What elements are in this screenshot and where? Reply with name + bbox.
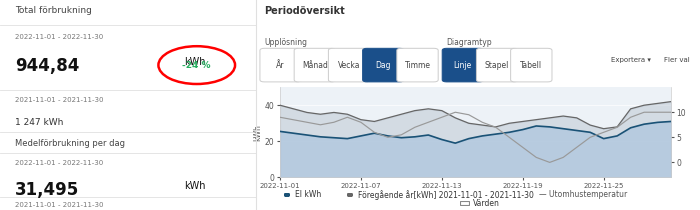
Text: Vecka: Vecka: [338, 61, 360, 70]
Text: Månad: Månad: [302, 61, 328, 70]
Text: El kWh: El kWh: [295, 190, 321, 199]
FancyBboxPatch shape: [510, 48, 552, 82]
Text: År: År: [276, 61, 285, 70]
Text: 2021-11-01 - 2021-11-30: 2021-11-01 - 2021-11-30: [15, 202, 104, 208]
Text: kWh: kWh: [184, 181, 206, 191]
Text: Total förbrukning: Total förbrukning: [15, 6, 92, 15]
Text: 944,84: 944,84: [15, 57, 80, 75]
Text: Upplösning: Upplösning: [265, 38, 307, 47]
Text: kWh: kWh: [184, 57, 206, 67]
FancyBboxPatch shape: [294, 48, 335, 82]
Text: Exportera ▾: Exportera ▾: [611, 57, 651, 63]
Text: — Utomhustemperatur: — Utomhustemperatur: [539, 190, 627, 199]
Circle shape: [284, 193, 289, 197]
Text: 2022-11-01 - 2022-11-30: 2022-11-01 - 2022-11-30: [15, 34, 104, 40]
Circle shape: [347, 193, 352, 197]
Text: Diagramtyp: Diagramtyp: [447, 38, 492, 47]
Text: Periodöversikt: Periodöversikt: [265, 6, 345, 16]
Text: 2022-11-01 - 2022-11-30: 2022-11-01 - 2022-11-30: [15, 160, 104, 166]
Text: Fler val: Fler val: [664, 57, 690, 63]
FancyBboxPatch shape: [363, 48, 404, 82]
Text: -24 %: -24 %: [183, 61, 211, 70]
Text: Medelförbrukning per dag: Medelförbrukning per dag: [15, 139, 125, 148]
Text: Dag: Dag: [375, 61, 391, 70]
FancyBboxPatch shape: [477, 48, 518, 82]
Text: 31,495: 31,495: [15, 181, 80, 199]
FancyBboxPatch shape: [442, 48, 484, 82]
Text: Stapel: Stapel: [485, 61, 510, 70]
Text: Värden: Värden: [473, 199, 499, 208]
Y-axis label: kWh: kWh: [253, 124, 262, 141]
Text: Föregående år[kWh] 2021-11-01 - 2021-11-30: Föregående år[kWh] 2021-11-01 - 2021-11-…: [358, 190, 534, 200]
Bar: [461, 201, 469, 205]
FancyBboxPatch shape: [397, 48, 438, 82]
Text: Linje: Linje: [454, 61, 472, 70]
Text: 2021-11-01 - 2021-11-30: 2021-11-01 - 2021-11-30: [15, 97, 104, 103]
FancyBboxPatch shape: [328, 48, 370, 82]
Text: Timme: Timme: [405, 61, 430, 70]
Text: Tabell: Tabell: [520, 61, 542, 70]
Text: 1 247 kWh: 1 247 kWh: [15, 118, 64, 127]
FancyBboxPatch shape: [260, 48, 301, 82]
